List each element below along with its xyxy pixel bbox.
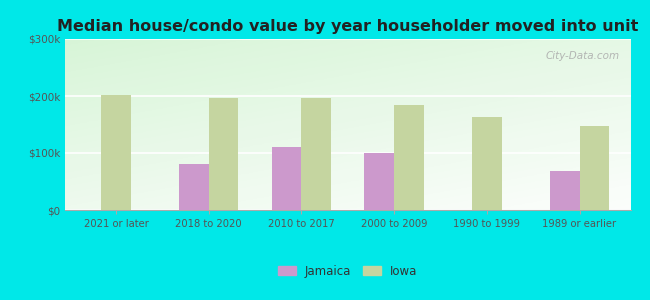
Bar <box>550 171 580 210</box>
Title: Median house/condo value by year householder moved into unit: Median house/condo value by year househo… <box>57 19 638 34</box>
Bar <box>101 95 131 210</box>
Bar <box>179 164 209 210</box>
Bar <box>580 126 609 210</box>
Text: City-Data.com: City-Data.com <box>545 51 619 61</box>
Bar <box>365 153 394 210</box>
Bar <box>272 147 302 210</box>
Legend: Jamaica, Iowa: Jamaica, Iowa <box>274 261 421 281</box>
Bar <box>394 105 424 210</box>
Bar <box>209 98 239 210</box>
Bar <box>302 98 331 210</box>
Bar <box>472 117 502 210</box>
